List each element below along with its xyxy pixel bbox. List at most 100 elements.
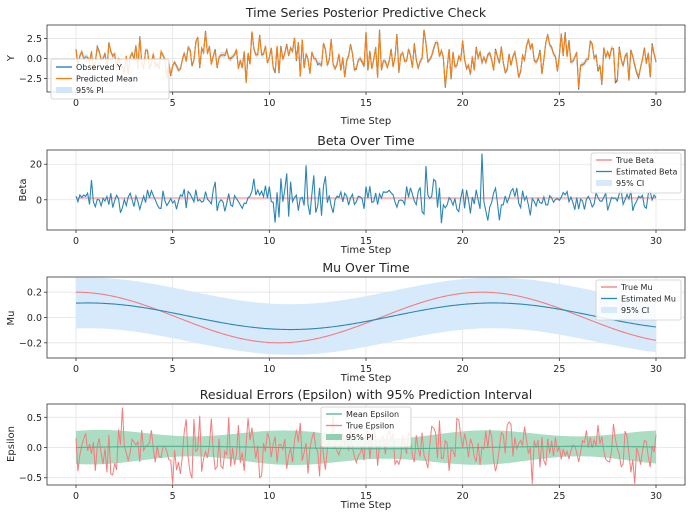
pi-band [76,429,656,465]
y-axis-label: Epsilon [6,426,17,462]
x-tick-label: 20 [457,98,469,109]
y-tick-label: −0.5 [19,473,42,484]
legend-label: 95% CI [616,179,644,188]
x-tick-label: 25 [553,236,565,247]
series-estimated-beta [75,153,657,224]
x-tick-label: 30 [650,236,662,247]
x-axis-label: Time Step [340,245,391,256]
x-tick-label: 0 [73,236,79,247]
x-tick-label: 5 [170,98,176,109]
x-axis-label: Time Step [340,116,391,127]
legend-label: Mean Epsilon [346,410,399,419]
grid [47,150,685,230]
series-predicted-mean [75,30,657,89]
x-tick-label: 25 [553,364,565,375]
legend-label: True Epsilon [345,422,394,431]
legend: Mean Epsilon True Epsilon 95% PI [320,406,412,448]
y-tick-label: 0 [36,195,42,206]
panel-posterior-predictive: Time Series Posterior Predictive Check 0… [6,5,686,127]
chart-title: Residual Errors (Epsilon) with 95% Predi… [200,387,533,402]
legend-box [320,406,412,448]
series-mean-epsilon [75,445,657,450]
series-estimated-mu [75,302,657,331]
legend-label: True Beta [615,156,654,165]
x-tick-label: 10 [263,98,275,109]
legend-label: Observed Y [76,63,122,72]
panel-mu: Mu Over Time 0 5 10 15 20 25 30 −0.2 0.0 0.2 Tim… [6,260,686,384]
x-tick-label: 0 [73,364,79,375]
legend-swatch-pi [56,87,72,93]
y-tick-label: −2.5 [19,74,42,85]
legend: True Mu Estimated Mu 95% CI [595,279,682,321]
x-tick-label: 25 [553,98,565,109]
legend-swatch-ci [601,307,617,313]
x-tick-label: 10 [263,491,275,502]
x-tick-label: 5 [170,491,176,502]
y-tick-label: 0.0 [27,313,42,324]
x-tick-label: 15 [360,236,372,247]
legend-box [50,58,170,100]
y-ticks: 0 20 [30,160,47,206]
ci-band-area [76,277,656,355]
x-tick-label: 15 [360,98,372,109]
chart-title: Time Series Posterior Predictive Check [245,5,487,20]
x-ticks: 0 5 10 15 20 25 30 [73,485,662,502]
x-ticks: 0 5 10 15 20 25 30 [73,230,662,247]
y-axis-label: Y [6,54,17,62]
y-tick-label: −0.2 [19,338,42,349]
series-lines [75,291,657,344]
panel-beta: Beta Over Time 0 5 10 15 20 25 30 0 20 Time Ste… [18,133,686,256]
pi-band-area [76,429,656,465]
y-ticks: −0.2 0.0 0.2 [19,288,47,349]
x-tick-label: 25 [553,491,565,502]
legend-box [590,152,682,194]
x-tick-label: 20 [457,491,469,502]
y-tick-label: 0.2 [27,288,42,299]
x-tick-label: 0 [73,491,79,502]
x-ticks: 0 5 10 15 20 25 30 [73,358,662,375]
legend-swatch-ci [596,180,612,186]
x-tick-label: 30 [650,364,662,375]
legend-label: 95% PI [76,86,104,95]
x-tick-label: 20 [457,236,469,247]
legend-swatch-pi [326,434,342,440]
y-tick-label: 0.5 [27,413,42,424]
series-lines [75,153,657,224]
x-tick-label: 10 [263,364,275,375]
x-tick-label: 5 [170,236,176,247]
legend-label: Estimated Beta [616,168,678,177]
legend: True Beta Estimated Beta 95% CI [590,152,682,194]
x-tick-label: 30 [650,98,662,109]
y-tick-label: 0.0 [27,54,42,65]
legend-label: 95% CI [621,306,649,315]
x-tick-label: 30 [650,491,662,502]
series-true-mu [75,291,657,344]
legend-box [595,279,682,321]
y-ticks: −2.5 0.0 2.5 [19,34,47,85]
x-tick-label: 0 [73,98,79,109]
chart-title: Mu Over Time [322,260,410,275]
x-axis-label: Time Step [340,373,391,384]
y-ticks: −0.5 0.0 0.5 [19,413,47,484]
panel-epsilon: Residual Errors (Epsilon) with 95% Predi… [6,387,686,511]
x-tick-label: 15 [360,364,372,375]
x-axis-label: Time Step [340,500,391,511]
legend-label: 95% PI [346,433,374,442]
series-lines [75,29,657,90]
legend: Observed Y Predicted Mean 95% PI [50,58,170,100]
legend-label: True Mu [620,283,653,292]
x-tick-label: 5 [170,364,176,375]
y-axis-label: Mu [6,311,17,326]
y-axis-label: Beta [18,178,29,201]
ci-band [76,277,656,355]
chart-title: Beta Over Time [317,133,415,148]
x-tick-label: 15 [360,491,372,502]
y-tick-label: 2.5 [27,34,42,45]
y-tick-label: 20 [30,160,42,171]
x-tick-label: 10 [263,236,275,247]
legend-label: Predicted Mean [76,75,138,84]
x-tick-label: 20 [457,364,469,375]
y-tick-label: 0.0 [27,443,42,454]
legend-label: Estimated Mu [621,295,676,304]
